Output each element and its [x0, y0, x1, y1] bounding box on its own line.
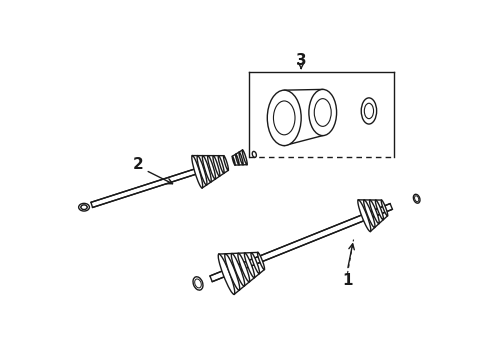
Ellipse shape: [238, 253, 249, 282]
Ellipse shape: [245, 253, 255, 278]
Ellipse shape: [213, 156, 220, 176]
Ellipse shape: [364, 200, 375, 228]
Ellipse shape: [381, 200, 388, 216]
Ellipse shape: [415, 196, 419, 202]
Text: 3: 3: [296, 53, 306, 68]
Ellipse shape: [195, 279, 201, 288]
Ellipse shape: [218, 254, 235, 294]
Ellipse shape: [236, 154, 239, 165]
Ellipse shape: [225, 254, 240, 290]
Ellipse shape: [361, 98, 377, 124]
Ellipse shape: [223, 156, 228, 170]
Ellipse shape: [218, 156, 224, 174]
Polygon shape: [91, 168, 200, 207]
Text: 1: 1: [342, 273, 353, 288]
Ellipse shape: [202, 156, 211, 182]
Ellipse shape: [358, 200, 371, 231]
Ellipse shape: [239, 152, 243, 165]
Ellipse shape: [375, 200, 384, 220]
Ellipse shape: [81, 205, 87, 210]
Ellipse shape: [242, 150, 247, 165]
Ellipse shape: [414, 194, 420, 203]
Ellipse shape: [231, 253, 245, 286]
Ellipse shape: [193, 277, 203, 290]
Ellipse shape: [309, 89, 337, 136]
Ellipse shape: [369, 200, 379, 224]
Polygon shape: [210, 204, 392, 282]
Ellipse shape: [232, 156, 235, 165]
Ellipse shape: [252, 152, 256, 157]
Ellipse shape: [268, 90, 301, 145]
Text: 2: 2: [133, 157, 143, 172]
Ellipse shape: [197, 156, 207, 185]
Ellipse shape: [257, 252, 265, 270]
Ellipse shape: [251, 253, 260, 274]
Ellipse shape: [208, 156, 216, 179]
Ellipse shape: [192, 156, 203, 188]
Ellipse shape: [78, 203, 89, 211]
